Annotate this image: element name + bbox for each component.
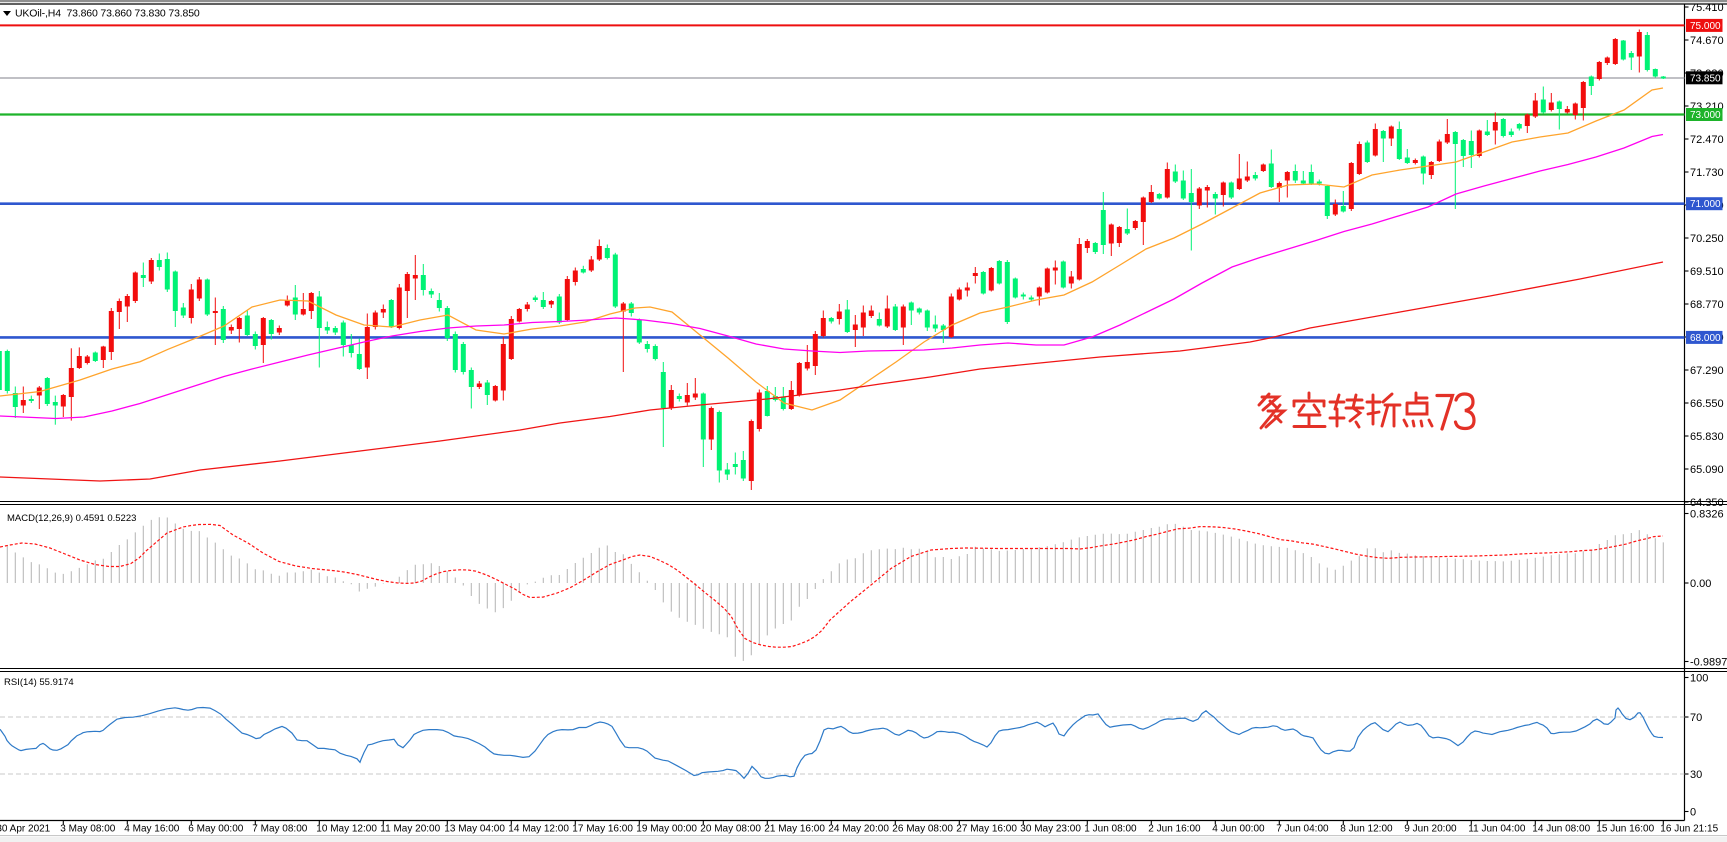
svg-text:71.730: 71.730: [1690, 167, 1724, 179]
svg-text:0.00: 0.00: [1690, 578, 1711, 590]
svg-text:14 May 12:00: 14 May 12:00: [508, 824, 569, 835]
svg-text:20 May 08:00: 20 May 08:00: [700, 824, 761, 835]
svg-text:17 May 16:00: 17 May 16:00: [572, 824, 633, 835]
svg-text:70.250: 70.250: [1690, 233, 1724, 245]
svg-text:2 Jun 16:00: 2 Jun 16:00: [1148, 824, 1201, 835]
svg-text:68.000: 68.000: [1690, 333, 1721, 344]
svg-text:11 Jun 04:00: 11 Jun 04:00: [1468, 824, 1526, 835]
svg-text:65.090: 65.090: [1690, 464, 1724, 476]
svg-text:71.000: 71.000: [1690, 199, 1721, 210]
svg-text:30 May 23:00: 30 May 23:00: [1020, 824, 1081, 835]
svg-text:73.000: 73.000: [1690, 110, 1721, 121]
svg-text:69.510: 69.510: [1690, 266, 1724, 278]
svg-text:8 Jun 12:00: 8 Jun 12:00: [1340, 824, 1393, 835]
svg-text:1 Jun 08:00: 1 Jun 08:00: [1084, 824, 1137, 835]
svg-text:68.770: 68.770: [1690, 299, 1724, 311]
svg-text:4 Jun 00:00: 4 Jun 00:00: [1212, 824, 1265, 835]
svg-text:75.410: 75.410: [1690, 2, 1724, 14]
svg-text:3 May 08:00: 3 May 08:00: [60, 824, 115, 835]
svg-text:19 May 00:00: 19 May 00:00: [636, 824, 697, 835]
svg-text:30: 30: [1690, 769, 1702, 781]
svg-text:72.470: 72.470: [1690, 134, 1724, 146]
svg-text:24 May 20:00: 24 May 20:00: [828, 824, 889, 835]
svg-text:66.550: 66.550: [1690, 398, 1724, 410]
svg-text:13 May 04:00: 13 May 04:00: [444, 824, 505, 835]
svg-text:100: 100: [1690, 673, 1708, 685]
svg-text:7 Jun 04:00: 7 Jun 04:00: [1276, 824, 1329, 835]
svg-text:10 May 12:00: 10 May 12:00: [316, 824, 377, 835]
svg-text:64.350: 64.350: [1690, 497, 1724, 509]
svg-text:9 Jun 20:00: 9 Jun 20:00: [1404, 824, 1457, 835]
svg-text:RSI(14) 55.9174: RSI(14) 55.9174: [4, 677, 74, 688]
svg-text:6 May 00:00: 6 May 00:00: [188, 824, 243, 835]
svg-text:14 Jun 08:00: 14 Jun 08:00: [1532, 824, 1590, 835]
svg-text:MACD(12,26,9) 0.4591 0.5223: MACD(12,26,9) 0.4591 0.5223: [7, 513, 136, 524]
svg-text:21 May 16:00: 21 May 16:00: [764, 824, 825, 835]
svg-text:7 May 08:00: 7 May 08:00: [252, 824, 307, 835]
svg-text:75.000: 75.000: [1690, 21, 1721, 32]
svg-text:0.8326: 0.8326: [1690, 509, 1724, 521]
svg-text:30 Apr 2021: 30 Apr 2021: [0, 824, 51, 835]
svg-text:15 Jun 16:00: 15 Jun 16:00: [1596, 824, 1654, 835]
svg-text:-0.9897: -0.9897: [1690, 657, 1727, 669]
svg-text:67.290: 67.290: [1690, 365, 1724, 377]
svg-text:70: 70: [1690, 712, 1702, 724]
svg-text:16 Jun 21:15: 16 Jun 21:15: [1660, 824, 1718, 835]
svg-text:74.670: 74.670: [1690, 35, 1724, 47]
svg-text:73.850: 73.850: [1690, 73, 1721, 84]
svg-text:UKOil-,H4 73.860 73.860 73.83: UKOil-,H4 73.860 73.860 73.830 73.850: [15, 8, 200, 20]
svg-text:0: 0: [1690, 807, 1696, 819]
svg-text:27 May 16:00: 27 May 16:00: [956, 824, 1017, 835]
svg-text:65.830: 65.830: [1690, 431, 1724, 443]
svg-text:26 May 08:00: 26 May 08:00: [892, 824, 953, 835]
svg-text:4 May 16:00: 4 May 16:00: [124, 824, 179, 835]
svg-text:11 May 20:00: 11 May 20:00: [380, 824, 440, 835]
